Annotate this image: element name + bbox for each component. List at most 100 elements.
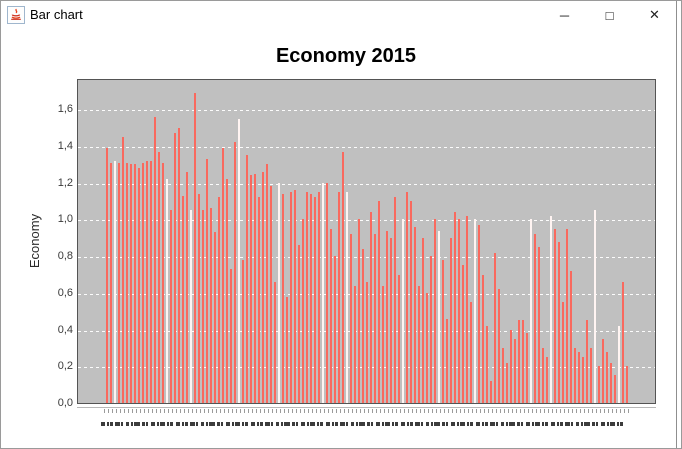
bar xyxy=(274,282,276,403)
x-category-label-dash xyxy=(351,422,354,426)
x-tick-mark xyxy=(596,409,597,413)
x-category-label-dash xyxy=(367,422,370,426)
x-category-label-dash xyxy=(221,422,223,426)
bar xyxy=(466,216,468,403)
bar xyxy=(322,183,324,403)
bar xyxy=(122,137,124,403)
bar xyxy=(174,133,176,403)
x-tick-mark xyxy=(320,409,321,413)
bar xyxy=(162,163,164,403)
y-tick-label: 0,8 xyxy=(57,250,73,262)
x-tick-mark xyxy=(568,409,569,413)
x-tick-mark xyxy=(344,409,345,413)
bar xyxy=(530,219,532,403)
x-tick-mark xyxy=(108,409,109,413)
x-category-label-dash xyxy=(107,422,109,426)
bar xyxy=(218,197,220,403)
x-category-label-dash xyxy=(385,422,390,426)
bar xyxy=(374,234,376,403)
x-tick-mark xyxy=(184,409,185,413)
bar xyxy=(378,201,380,403)
bar xyxy=(414,227,416,403)
bar xyxy=(242,260,244,403)
x-tick-mark xyxy=(136,409,137,413)
x-category-label-dash xyxy=(506,422,508,426)
x-tick-mark xyxy=(168,409,169,413)
bar xyxy=(518,320,520,403)
bar xyxy=(474,219,476,403)
x-category-label-dash xyxy=(340,422,345,426)
x-tick-mark xyxy=(504,409,505,413)
y-tick-label: 1,4 xyxy=(57,140,73,152)
x-tick-mark xyxy=(196,409,197,413)
bar xyxy=(522,320,524,403)
bar xyxy=(398,275,400,403)
x-tick-mark xyxy=(404,409,405,413)
x-tick-mark xyxy=(312,409,313,413)
x-tick-mark xyxy=(272,409,273,413)
x-tick-mark xyxy=(112,409,113,413)
x-category-label-dash xyxy=(226,422,230,426)
x-category-label-dash xyxy=(431,422,433,426)
bar xyxy=(194,93,196,403)
bar xyxy=(270,186,272,403)
bar xyxy=(306,192,308,403)
x-category-label-dash xyxy=(201,422,204,426)
bar xyxy=(358,219,360,403)
x-tick-mark xyxy=(176,409,177,413)
bar xyxy=(402,219,404,403)
bar xyxy=(314,197,316,403)
bar xyxy=(226,179,228,403)
x-tick-mark xyxy=(200,409,201,413)
x-tick-mark xyxy=(524,409,525,413)
x-category-label-dash xyxy=(157,422,159,426)
x-category-label-dash xyxy=(217,422,220,426)
x-tick-mark xyxy=(124,409,125,413)
x-category-label-dash xyxy=(245,422,248,426)
x-tick-mark xyxy=(256,409,257,413)
x-tick-mark xyxy=(408,409,409,413)
y-tick-label: 1,0 xyxy=(57,213,73,225)
x-tick-mark xyxy=(392,409,393,413)
x-tick-mark xyxy=(220,409,221,413)
x-category-label-dash xyxy=(532,422,534,426)
x-category-label-dash xyxy=(196,422,198,426)
x-category-label-dash xyxy=(496,422,498,426)
minimize-button[interactable]: ─ xyxy=(559,7,570,23)
close-button[interactable]: ✕ xyxy=(649,7,660,22)
x-category-label-dash xyxy=(242,422,244,426)
x-category-label-dash xyxy=(257,422,259,426)
x-tick-mark xyxy=(476,409,477,413)
x-category-label-dash xyxy=(421,422,423,426)
bar xyxy=(586,320,588,403)
bar xyxy=(442,260,444,403)
x-category-label-dash xyxy=(509,422,515,426)
x-tick-mark xyxy=(500,409,501,413)
x-tick-mark xyxy=(612,409,613,413)
gridline xyxy=(78,404,655,405)
maximize-button[interactable]: □ xyxy=(605,7,614,23)
bar xyxy=(186,172,188,403)
bar xyxy=(106,148,108,403)
x-tick-mark xyxy=(624,409,625,413)
x-category-label-dash xyxy=(190,422,195,426)
bar xyxy=(246,155,248,403)
x-category-label-dash xyxy=(167,422,169,426)
x-tick-mark xyxy=(120,409,121,413)
bar xyxy=(142,163,144,403)
bar xyxy=(178,128,180,403)
x-tick-mark xyxy=(484,409,485,413)
x-tick-mark xyxy=(360,409,361,413)
x-category-label-dash xyxy=(407,422,409,426)
bar xyxy=(214,232,216,403)
x-tick-mark xyxy=(260,409,261,413)
gridline xyxy=(78,110,655,111)
bar xyxy=(146,161,148,403)
title-bar[interactable]: Bar chart ─ □ ✕ xyxy=(1,1,678,29)
x-category-label-dash xyxy=(101,422,105,426)
bar xyxy=(566,229,568,403)
x-category-label-dash xyxy=(482,422,484,426)
x-category-label-dash xyxy=(457,422,459,426)
x-category-label-dash xyxy=(185,422,188,426)
bar xyxy=(202,210,204,403)
